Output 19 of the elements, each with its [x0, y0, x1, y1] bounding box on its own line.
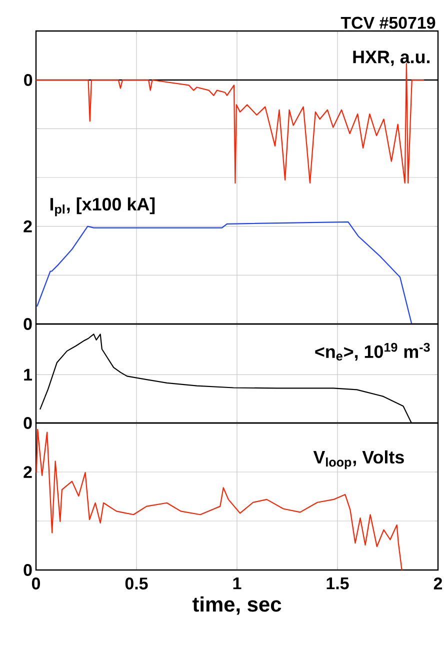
x-axis-title: time, sec	[192, 596, 282, 615]
x-tick-label: 1	[233, 578, 242, 590]
y-tick-label: 0	[24, 318, 32, 330]
chart-title: TCV #50719	[340, 16, 436, 29]
y-tick-label: 1	[24, 368, 32, 381]
series-label: V$_{loop}$, Volts	[313, 450, 404, 470]
y-tick-label: 0	[24, 564, 32, 576]
y-tick-label: 2	[24, 466, 32, 478]
x-tick-label: 2	[434, 578, 442, 590]
x-tick-label: 0.5	[125, 578, 148, 590]
y-tick-label: 0	[24, 417, 32, 430]
x-tick-label: 0	[32, 578, 40, 590]
line-series	[36, 221, 412, 325]
series-label: <n$_{e}$>, 10$^{19}$ m$^{-3}$	[315, 342, 430, 361]
series-label: I$_{pl}$, [x100 kA]	[50, 197, 155, 216]
series-label: HXR, a.u.	[353, 50, 430, 66]
line-series	[36, 428, 402, 571]
y-tick-label: 2	[24, 220, 32, 232]
x-tick-label: 1.5	[326, 578, 349, 590]
